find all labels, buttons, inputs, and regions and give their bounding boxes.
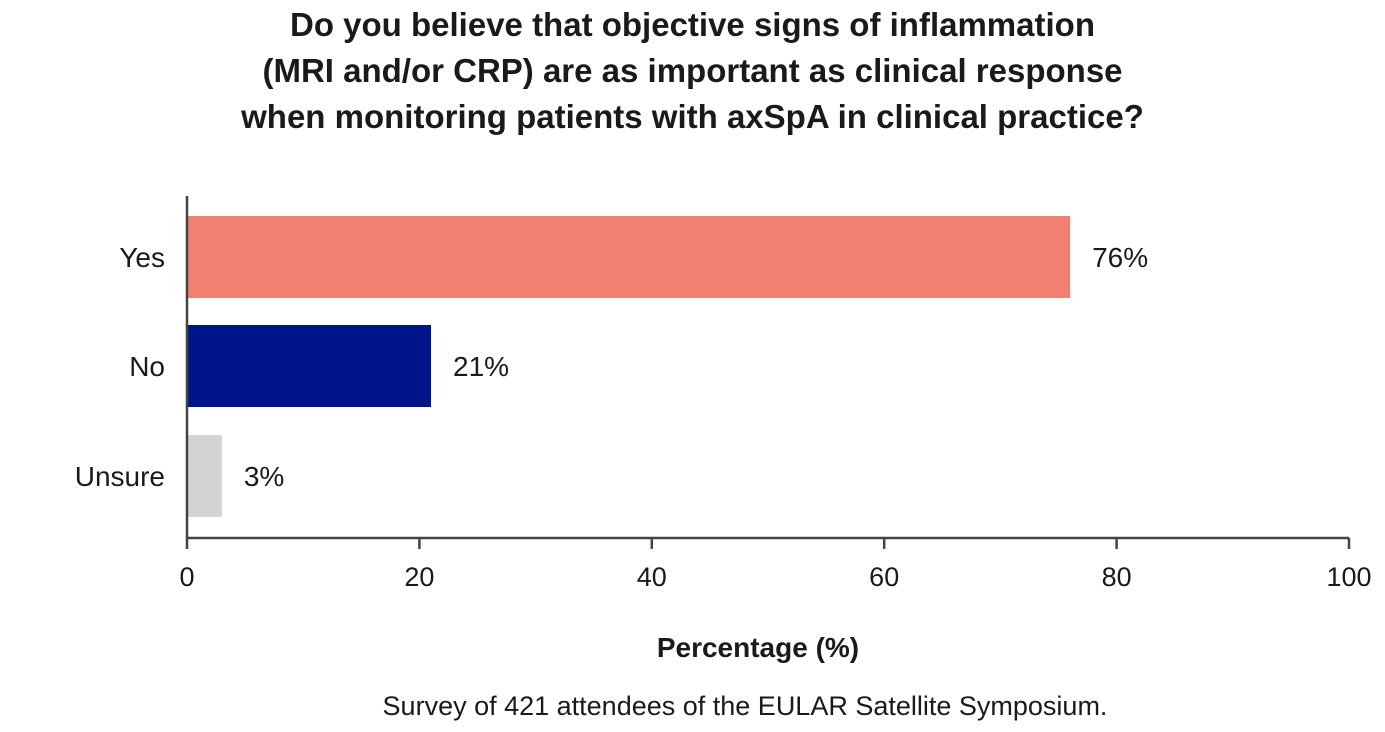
x-tick-label-0: 0 — [179, 562, 194, 592]
x-tick-label-60: 60 — [869, 562, 899, 592]
x-axis-title: Percentage (%) — [657, 632, 859, 663]
category-label-yes: Yes — [119, 242, 165, 273]
value-label-yes: 76% — [1092, 242, 1148, 273]
chart-caption: Survey of 421 attendees of the EULAR Sat… — [383, 691, 1108, 721]
x-tick-label-40: 40 — [637, 562, 667, 592]
axes-layer — [185, 196, 1351, 549]
bars-layer — [187, 216, 1071, 517]
x-tick-label-80: 80 — [1102, 562, 1132, 592]
category-label-unsure: Unsure — [75, 461, 165, 492]
category-label-no: No — [129, 351, 165, 382]
labels-layer: Yes 76% No 21% Unsure 3% 0 20 40 60 80 100 — [75, 242, 1372, 592]
bar-yes — [187, 216, 1071, 298]
chart-title-line-3: when monitoring patients with axSpA in c… — [241, 98, 1144, 135]
value-label-no: 21% — [453, 351, 509, 382]
chart-title: Do you believe that objective signs of i… — [0, 2, 1385, 140]
value-label-unsure: 3% — [244, 461, 284, 492]
chart-title-line-1: Do you believe that objective signs of i… — [290, 6, 1095, 43]
x-tick-label-20: 20 — [404, 562, 434, 592]
chart-title-line-2: (MRI and/or CRP) are as important as cli… — [262, 52, 1123, 89]
bar-no — [187, 325, 432, 407]
x-tick-label-100: 100 — [1326, 562, 1371, 592]
bar-unsure — [187, 435, 222, 517]
